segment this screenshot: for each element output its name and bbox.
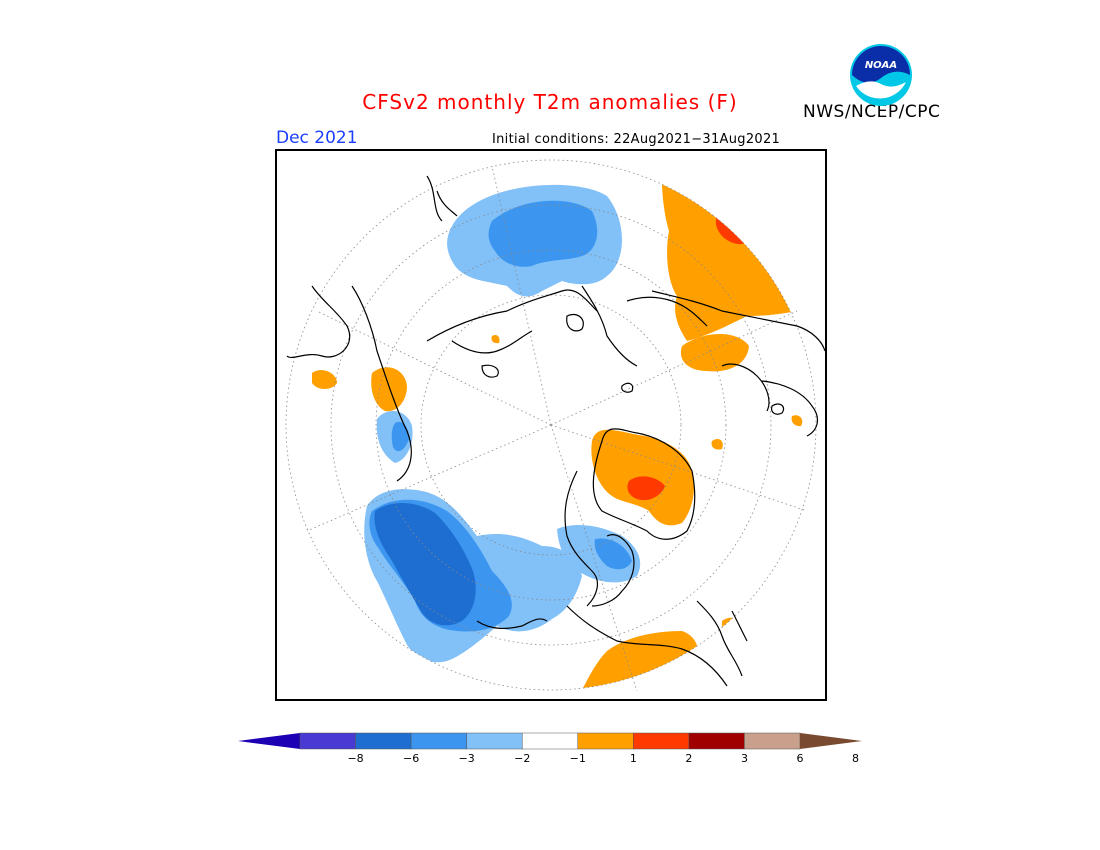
colorbar-tick-label: −1 [569, 752, 586, 765]
org-label: NWS/NCEP/CPC [803, 102, 941, 122]
colorbar-tick-label: 2 [685, 752, 693, 765]
colorbar [238, 730, 862, 756]
colorbar-box [466, 732, 523, 750]
anomaly-warm-north-africa [577, 631, 699, 690]
anomaly-cold-europe-russia-core [374, 502, 476, 626]
anomaly-warm-central-asia [312, 370, 337, 389]
colorbar-box [633, 732, 690, 750]
colorbar-tick-label: −6 [403, 752, 420, 765]
colorbar-tick-label: 8 [852, 752, 860, 765]
anomaly-warm-west-asia [371, 367, 407, 412]
anomaly-map [275, 149, 827, 701]
noaa-logo-text: NOAA [865, 60, 897, 71]
colorbar-box [410, 732, 467, 750]
anomaly-warm-svalbard [491, 334, 500, 344]
chart-title: CFSv2 monthly T2m anomalies (F) [362, 90, 738, 114]
colorbar-tick-label: −8 [347, 752, 364, 765]
colorbar-arrow-high [800, 733, 862, 749]
colorbar-tick-label: 3 [740, 752, 748, 765]
colorbar-tick-label: 1 [629, 752, 637, 765]
colorbar-tick-label: −2 [514, 752, 531, 765]
anomaly-warm-baffin [711, 438, 723, 450]
colorbar-box [521, 732, 579, 750]
graticule [285, 159, 817, 692]
anomaly-warm-labrador [791, 415, 803, 427]
colorbar-box [355, 732, 412, 750]
anomaly-warm-north-america [661, 161, 816, 341]
anomaly-warm-arabia [722, 617, 742, 636]
noaa-logo: NOAA [848, 42, 914, 112]
colorbar-tick-label: −3 [458, 752, 475, 765]
anomaly-warm-hudson-bay [680, 333, 749, 372]
anomaly-cold-barents-sea-core [594, 538, 632, 570]
colorbar-box [688, 732, 745, 750]
colorbar-tick-label: 6 [796, 752, 804, 765]
colorbar-box [299, 732, 356, 750]
colorbar-box [577, 732, 634, 750]
anomaly-cold-north-pacific-core [488, 200, 598, 267]
colorbar-box [744, 732, 801, 750]
forecast-month: Dec 2021 [276, 128, 358, 148]
anomaly-cold-west-asia-core [391, 421, 409, 452]
anomaly-warm-greenland-core [627, 476, 665, 501]
initial-conditions: Initial conditions: 22Aug2021−31Aug2021 [492, 132, 781, 147]
coastlines [286, 175, 825, 687]
anomaly-warm-east-asia-core [372, 199, 402, 215]
colorbar-arrow-low [238, 733, 300, 749]
